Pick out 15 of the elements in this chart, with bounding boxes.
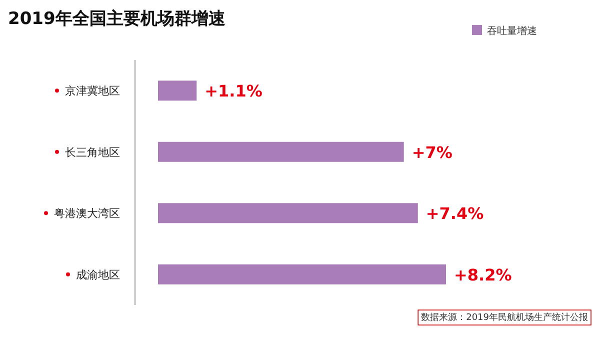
data-label: +7% bbox=[412, 142, 452, 162]
data-label: +7.4% bbox=[426, 204, 484, 224]
data-label: +1.1% bbox=[204, 82, 262, 101]
bar bbox=[158, 203, 418, 224]
bar bbox=[158, 80, 197, 101]
y-tick-label: 粤港澳大湾区 bbox=[54, 207, 120, 220]
data-label: +8.2% bbox=[454, 265, 512, 284]
chart-title: 2019年全国主要机场群增速 bbox=[8, 9, 226, 29]
source-note: 数据来源：2019年民航机场生产统计公报 bbox=[421, 312, 588, 323]
bar bbox=[158, 142, 404, 162]
y-tick-label: 长三角地区 bbox=[65, 146, 120, 159]
y-tick-label: 京津冀地区 bbox=[65, 84, 120, 98]
legend-label: 吞吐量增速 bbox=[487, 25, 537, 37]
y-tick-label: 成渝地区 bbox=[76, 268, 120, 282]
bar bbox=[158, 264, 446, 284]
